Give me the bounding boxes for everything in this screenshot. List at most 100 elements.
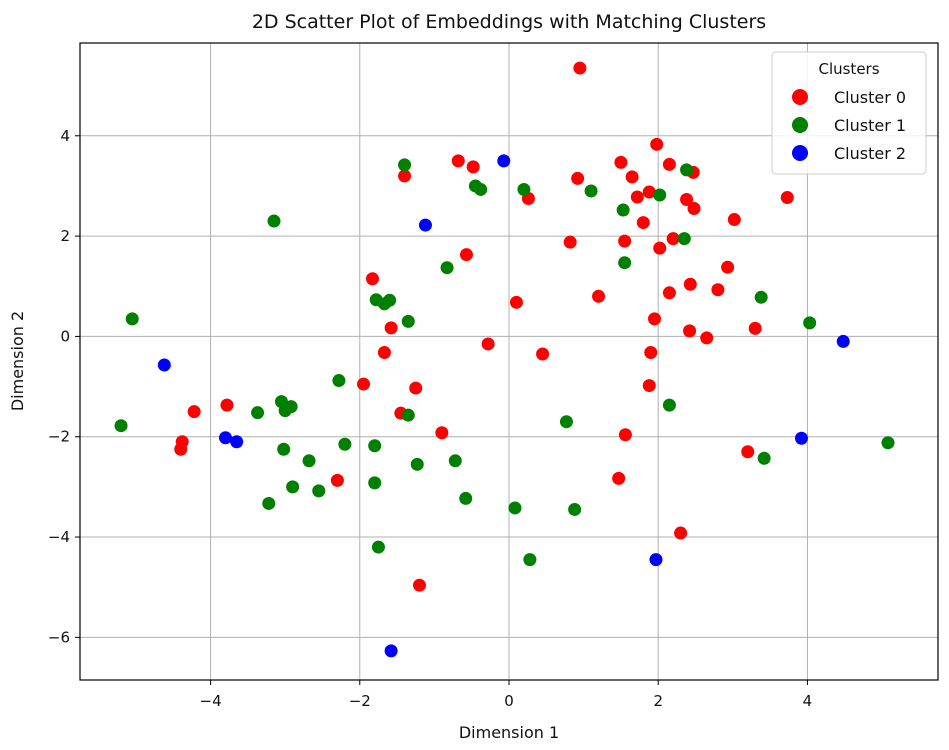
data-point-cluster-1 xyxy=(618,256,632,270)
data-point-cluster-2 xyxy=(384,644,398,658)
data-point-cluster-1 xyxy=(267,214,281,228)
data-point-cluster-1 xyxy=(662,398,676,412)
data-point-cluster-1 xyxy=(302,454,316,468)
data-point-cluster-1 xyxy=(757,451,771,465)
data-point-cluster-0 xyxy=(466,160,480,174)
data-point-cluster-0 xyxy=(384,321,398,335)
data-point-cluster-1 xyxy=(312,484,326,498)
data-point-cluster-2 xyxy=(230,435,244,449)
data-point-cluster-0 xyxy=(727,213,741,227)
y-tick-label: 4 xyxy=(60,127,70,145)
data-point-cluster-0 xyxy=(481,337,495,351)
chart-title: 2D Scatter Plot of Embeddings with Match… xyxy=(252,11,766,33)
x-tick-label: 4 xyxy=(803,692,813,710)
data-point-cluster-1 xyxy=(881,436,895,450)
data-point-cluster-0 xyxy=(683,324,697,338)
data-point-cluster-0 xyxy=(741,445,755,459)
legend-label: Cluster 0 xyxy=(834,88,906,107)
data-point-cluster-1 xyxy=(383,293,397,307)
data-point-cluster-2 xyxy=(497,154,511,168)
data-point-cluster-0 xyxy=(653,241,667,255)
legend: Clusters Cluster 0 Cluster 1 Cluster 2 xyxy=(771,51,927,175)
data-point-cluster-0 xyxy=(451,154,465,168)
data-point-cluster-0 xyxy=(563,235,577,249)
data-point-cluster-1 xyxy=(401,314,415,328)
data-point-cluster-0 xyxy=(662,157,676,171)
data-point-cluster-1 xyxy=(286,480,300,494)
data-point-cluster-1 xyxy=(284,400,298,414)
data-point-cluster-1 xyxy=(568,502,582,516)
data-point-cluster-0 xyxy=(573,61,587,75)
data-point-cluster-0 xyxy=(618,234,632,248)
legend-marker xyxy=(792,145,808,161)
data-point-cluster-1 xyxy=(803,316,817,330)
data-point-cluster-1 xyxy=(754,290,768,304)
y-tick-label: −4 xyxy=(48,528,70,546)
data-point-cluster-0 xyxy=(647,312,661,326)
data-point-cluster-0 xyxy=(650,137,664,151)
grid-lines xyxy=(80,43,938,680)
data-point-cluster-1 xyxy=(680,163,694,177)
data-point-cluster-1 xyxy=(523,553,537,567)
legend-label: Cluster 1 xyxy=(834,116,906,135)
data-point-cluster-0 xyxy=(680,192,694,206)
x-tick-label: 2 xyxy=(653,692,663,710)
data-point-cluster-0 xyxy=(748,321,762,335)
data-point-cluster-2 xyxy=(418,218,432,232)
data-point-cluster-0 xyxy=(536,347,550,361)
data-point-cluster-0 xyxy=(642,379,656,393)
y-axis-label: Dimension 2 xyxy=(8,311,27,411)
data-point-cluster-0 xyxy=(711,283,725,297)
data-point-cluster-0 xyxy=(409,381,423,395)
data-point-cluster-0 xyxy=(592,289,606,303)
y-tick-label: 2 xyxy=(60,227,70,245)
data-point-cluster-1 xyxy=(459,491,473,505)
data-point-cluster-1 xyxy=(125,312,139,326)
data-point-cluster-0 xyxy=(220,398,234,412)
data-point-cluster-1 xyxy=(584,184,598,198)
data-point-cluster-1 xyxy=(653,188,667,202)
x-tick-label: −4 xyxy=(200,692,222,710)
data-point-cluster-1 xyxy=(338,437,352,451)
data-point-cluster-0 xyxy=(509,295,523,309)
data-point-cluster-0 xyxy=(330,473,344,487)
data-point-cluster-0 xyxy=(674,526,688,540)
data-point-cluster-1 xyxy=(410,457,424,471)
data-point-cluster-1 xyxy=(371,540,385,554)
data-point-cluster-1 xyxy=(517,182,531,196)
data-point-cluster-1 xyxy=(398,158,412,172)
data-point-cluster-0 xyxy=(612,471,626,485)
y-tick-label: −2 xyxy=(48,428,70,446)
axis-ticks: −4 −2 0 2 4 −6 −4 −2 0 2 4 xyxy=(48,127,812,710)
data-point-cluster-1 xyxy=(508,501,522,515)
data-point-cluster-0 xyxy=(700,331,714,345)
data-point-cluster-1 xyxy=(448,454,462,468)
data-point-cluster-2 xyxy=(157,358,171,372)
x-tick-label: −2 xyxy=(349,692,371,710)
data-point-cluster-0 xyxy=(174,442,188,456)
data-point-cluster-2 xyxy=(794,431,808,445)
data-point-cluster-1 xyxy=(277,442,291,456)
data-point-cluster-1 xyxy=(251,406,265,420)
data-point-cluster-0 xyxy=(780,190,794,204)
data-point-cluster-0 xyxy=(435,426,449,440)
data-point-cluster-0 xyxy=(357,377,371,391)
data-point-cluster-0 xyxy=(636,216,650,230)
y-tick-label: 0 xyxy=(60,327,70,345)
data-point-cluster-1 xyxy=(401,408,415,422)
data-point-cluster-2 xyxy=(649,553,663,567)
data-point-cluster-0 xyxy=(721,260,735,274)
data-point-cluster-0 xyxy=(625,170,639,184)
data-point-cluster-0 xyxy=(412,578,426,592)
legend-items: Cluster 0 Cluster 1 Cluster 2 xyxy=(792,88,906,163)
x-axis-label: Dimension 1 xyxy=(459,723,559,742)
data-point-cluster-0 xyxy=(377,345,391,359)
data-point-cluster-1 xyxy=(440,261,454,275)
data-points xyxy=(114,61,895,658)
data-point-cluster-0 xyxy=(644,345,658,359)
data-point-cluster-0 xyxy=(630,190,644,204)
data-point-cluster-0 xyxy=(459,248,473,262)
data-point-cluster-2 xyxy=(836,334,850,348)
data-point-cluster-0 xyxy=(642,185,656,199)
legend-label: Cluster 2 xyxy=(834,144,906,163)
